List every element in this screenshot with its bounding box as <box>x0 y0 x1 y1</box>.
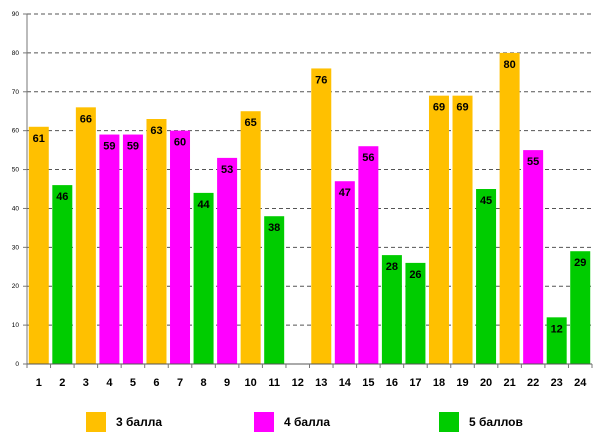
data-label: 47 <box>339 187 351 199</box>
data-label: 61 <box>33 133 45 145</box>
x-tick-label: 20 <box>480 377 492 389</box>
data-label: 55 <box>527 156 539 168</box>
data-label: 69 <box>433 102 445 114</box>
x-tick-label: 13 <box>315 377 327 389</box>
bars <box>28 52 591 365</box>
data-label: 12 <box>551 323 563 335</box>
legend-swatch-4-balla <box>254 412 274 432</box>
data-label: 44 <box>197 199 210 211</box>
data-labels: 61 46 66 59 59 63 60 44 53 65 38 76 47 56 28 26 69 69 45 80… <box>33 59 587 335</box>
bar <box>311 68 332 364</box>
bar <box>499 52 520 365</box>
x-tick-label: 12 <box>292 377 304 389</box>
y-tick-label: 40 <box>12 205 20 212</box>
data-label: 28 <box>386 261 398 273</box>
x-tick-label: 21 <box>503 377 515 389</box>
bar <box>334 181 355 364</box>
legend-item-3-balla: 3 балла <box>86 410 162 434</box>
data-label: 26 <box>409 269 421 281</box>
x-tick-label: 9 <box>224 377 230 389</box>
x-tick-label: 7 <box>177 377 183 389</box>
bar <box>122 134 143 364</box>
x-tick-label: 24 <box>574 377 587 389</box>
x-tick-label: 3 <box>83 377 89 389</box>
x-tick-label: 10 <box>245 377 257 389</box>
bar <box>428 95 449 365</box>
x-tick-label: 23 <box>551 377 563 389</box>
legend-item-5-ballov: 5 баллов <box>439 410 523 434</box>
data-label: 46 <box>56 191 68 203</box>
legend-swatch-3-balla <box>86 412 106 432</box>
x-axis: 1 2 3 4 5 6 7 8 9 10 11 12 13 14 15 16 17 18 19 20 21 22 23 24 <box>26 363 593 389</box>
bar <box>476 189 497 364</box>
data-label: 59 <box>103 141 115 153</box>
y-tick-label: 50 <box>12 167 20 174</box>
bar <box>523 150 544 364</box>
x-tick-label: 4 <box>106 377 113 389</box>
data-label: 76 <box>315 74 327 86</box>
bar <box>193 192 214 364</box>
x-tick-label: 2 <box>59 377 65 389</box>
y-tick-label: 0 <box>15 361 19 368</box>
x-tick-label: 17 <box>409 377 421 389</box>
data-label: 63 <box>150 125 162 137</box>
x-tick-label: 11 <box>268 377 280 389</box>
bar <box>358 146 379 364</box>
data-label: 69 <box>456 102 468 114</box>
data-label: 29 <box>574 257 586 269</box>
x-tick-label: 14 <box>339 377 352 389</box>
legend-swatch-5-ballov <box>439 412 459 432</box>
bar <box>99 134 120 364</box>
legend-label-4-balla: 4 балла <box>284 415 331 429</box>
bar <box>264 216 285 364</box>
x-tick-label: 15 <box>362 377 374 389</box>
data-label: 45 <box>480 195 492 207</box>
data-label: 56 <box>362 152 374 164</box>
x-tick-label: 16 <box>386 377 398 389</box>
y-tick-label: 30 <box>12 244 20 251</box>
bar <box>452 95 473 365</box>
bar <box>405 262 426 364</box>
x-tick-label: 19 <box>456 377 468 389</box>
bar <box>28 126 49 365</box>
legend-item-4-balla: 4 балла <box>254 410 330 434</box>
bar <box>217 157 238 364</box>
legend-label-5-ballov: 5 баллов <box>469 415 523 429</box>
gridlines <box>27 13 592 326</box>
x-tick-label: 1 <box>36 377 42 389</box>
bar <box>170 130 191 364</box>
bar <box>240 111 261 364</box>
legend-label-3-balla: 3 балла <box>116 415 163 429</box>
y-tick-label: 80 <box>12 50 20 57</box>
bar <box>52 185 73 364</box>
y-tick-label: 20 <box>12 283 20 290</box>
bar <box>381 255 402 364</box>
y-tick-label: 90 <box>12 11 20 18</box>
data-label: 60 <box>174 137 186 149</box>
data-label: 65 <box>245 117 257 129</box>
data-label: 53 <box>221 164 233 176</box>
bar <box>546 317 567 364</box>
x-tick-label: 22 <box>527 377 539 389</box>
y-tick-label: 60 <box>12 128 20 135</box>
x-tick-label: 5 <box>130 377 136 389</box>
x-tick-label: 6 <box>153 377 159 389</box>
bar <box>570 251 591 364</box>
y-tick-label: 10 <box>12 322 20 329</box>
data-label: 80 <box>503 59 515 71</box>
y-tick-label: 70 <box>12 89 20 96</box>
y-axis: 0 10 20 30 40 50 60 70 80 90 <box>12 11 28 368</box>
data-label: 66 <box>80 113 92 125</box>
data-label: 59 <box>127 141 139 153</box>
bar <box>146 119 167 364</box>
bar <box>75 107 96 364</box>
x-tick-label: 18 <box>433 377 445 389</box>
data-label: 38 <box>268 222 280 234</box>
x-tick-label: 8 <box>201 377 207 389</box>
